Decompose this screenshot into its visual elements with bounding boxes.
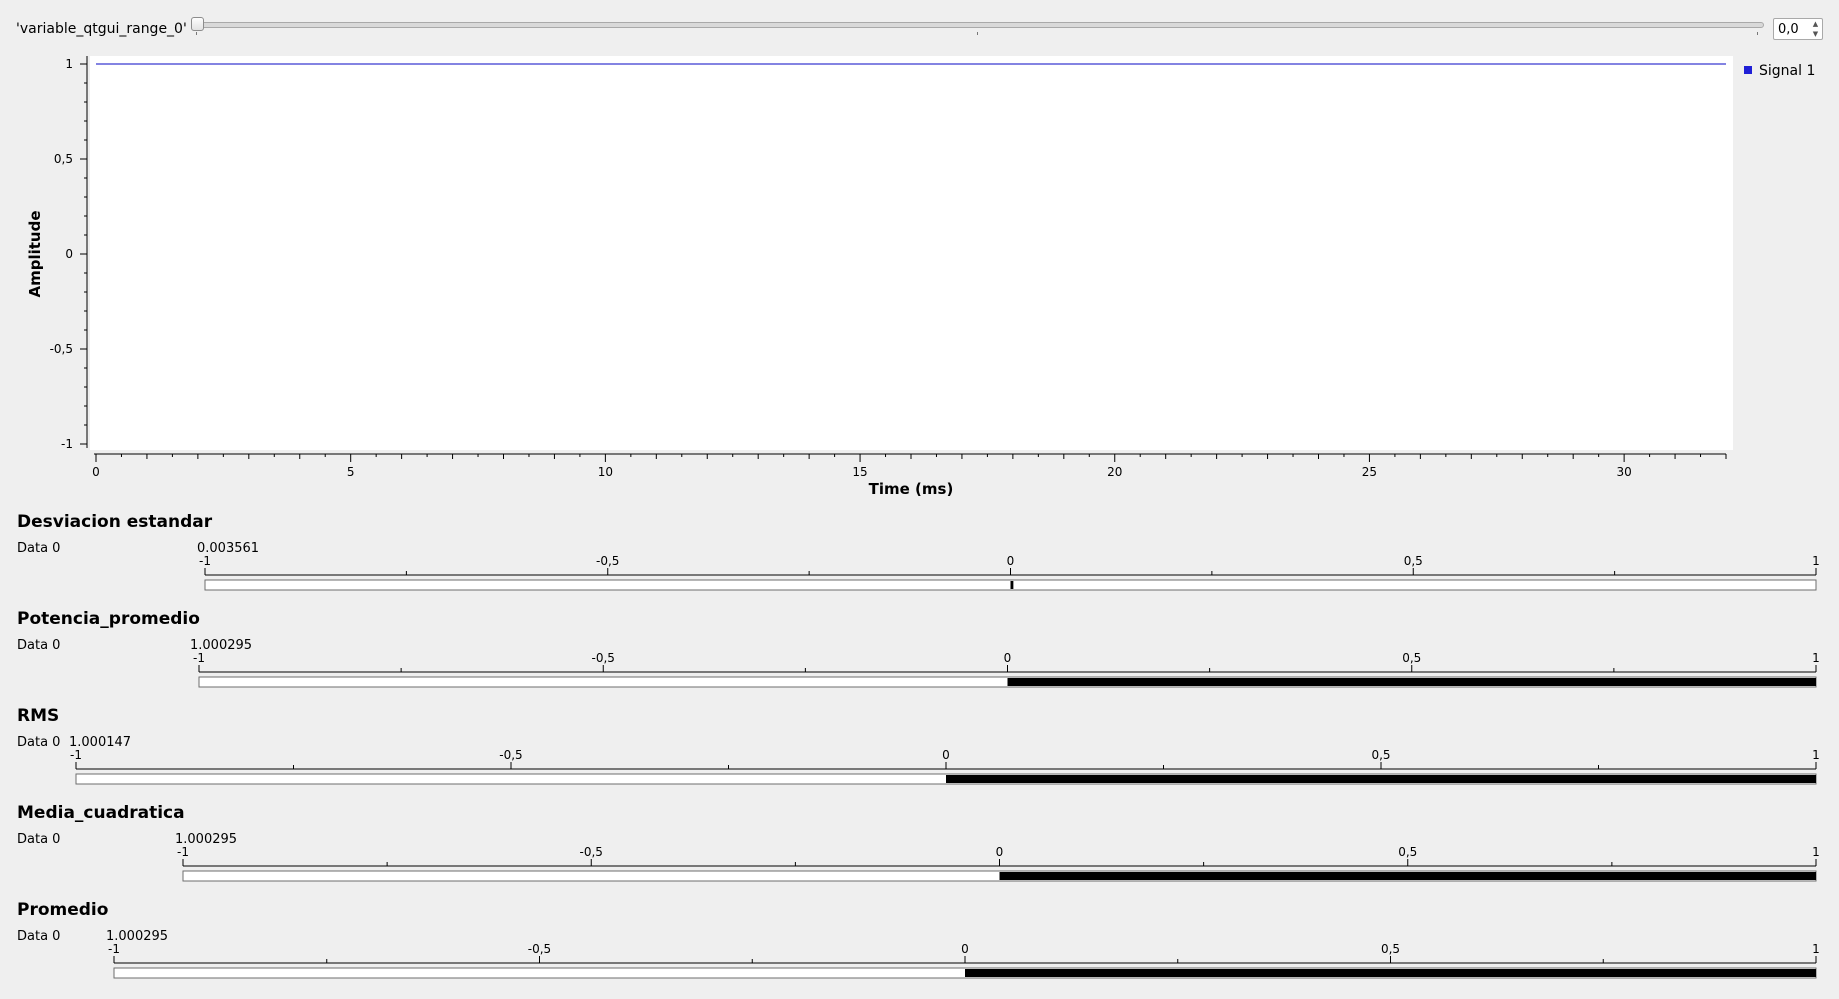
y-tick-label: 0,5 [54,152,73,166]
y-axis: 1 0,5 0 -0,5 -1 [50,56,88,451]
meter-value-readout: 1.000295 [190,638,253,653]
meter-bar-fill [1010,581,1014,589]
spin-down-icon[interactable]: ▼ [1812,30,1819,38]
meter-tick-label: 1 [1812,845,1820,859]
meter-bar-widget: -1 -0,5 0 0,5 1 [177,845,1820,882]
x-tick-label: 10 [598,465,613,479]
legend-label-signal-1: Signal 1 [1759,63,1815,79]
meter-tick-label: -0,5 [499,748,522,762]
meter-title: RMS [17,706,60,726]
meter-bar-widget: -1 -0,5 0 0,5 1 [193,651,1820,688]
y-tick-label: -1 [61,437,73,451]
legend-swatch-signal-1 [1744,66,1752,74]
meter-tick-label: 0,5 [1398,845,1417,859]
meter-bar-fill [946,775,1816,783]
meter-bar-fill [965,969,1816,977]
meter-tick-label: 0 [1004,651,1012,665]
x-tick-label: 0 [92,465,100,479]
meter-tick-label: 1 [1812,748,1820,762]
x-tick-label: 15 [852,465,867,479]
plot-canvas[interactable] [90,56,1733,450]
meter-tick-label: -0,5 [528,942,551,956]
meter-tick-label: 0,5 [1371,748,1390,762]
time-plot: Amplitude 1 0,5 0 -0,5 -1 0 5 10 15 20 25 30 Time … [26,56,1815,498]
range-slider-track[interactable] [196,22,1764,28]
meter-tick-label: -1 [199,554,211,568]
meter-value-readout: 1.000295 [106,929,169,944]
y-tick-label: 0 [65,247,73,261]
meter-tick-label: -0,5 [596,554,619,568]
meter-tick-label: 0,5 [1402,651,1421,665]
meter-tick-label: 1 [1812,554,1820,568]
y-axis-label: Amplitude [26,210,44,297]
meter-channel-label: Data 0 [17,541,61,556]
meter-tick-label: -1 [193,651,205,665]
meter-tick-label: -0,5 [592,651,615,665]
meter-tick-label: -0,5 [580,845,603,859]
meter-title: Potencia_promedio [17,609,200,629]
slider-value-spinbox[interactable]: 0,0 ▲ ▼ [1773,18,1823,40]
meter-title: Desviacion estandar [17,512,213,532]
meter-tick-label: -1 [70,748,82,762]
meter-bar-fill [1007,678,1816,686]
x-tick-label: 30 [1616,465,1631,479]
meter-value-readout: 1.000295 [175,832,238,847]
x-axis-label: Time (ms) [869,480,954,498]
legend[interactable]: Signal 1 [1744,63,1815,79]
meter-tick-label: -1 [177,845,189,859]
meter-channel-label: Data 0 [17,735,61,750]
slider-tick-end [1757,32,1758,35]
slider-label: 'variable_qtgui_range_0' [16,21,187,37]
meter-tick-label: 0 [1007,554,1015,568]
range-slider-handle[interactable] [191,17,204,31]
meter-bar-fill [999,872,1816,880]
meter-bar-widget: -1 -0,5 0 0,5 1 [70,748,1820,785]
meter-tick-label: 0,5 [1404,554,1423,568]
meter-tick-label: 0,5 [1381,942,1400,956]
meter-channel-label: Data 0 [17,638,61,653]
meter-value-readout: 0.003561 [197,541,260,556]
meter-tick-label: 1 [1812,651,1820,665]
meter-tick-label: 0 [996,845,1004,859]
spinbox-value[interactable]: 0,0 [1778,22,1799,37]
slider-tick-mid [977,32,978,35]
spin-up-icon[interactable]: ▲ [1812,20,1819,28]
meter-bar-widget: -1 -0,5 0 0,5 1 [108,942,1820,979]
slider-tick-start [196,32,197,35]
meter-channel-label: Data 0 [17,929,61,944]
x-axis: 0 5 10 15 20 25 30 [92,453,1727,479]
meter-value-readout: 1.000147 [69,735,132,750]
meter-title: Promedio [17,900,109,920]
meter-tick-label: 1 [1812,942,1820,956]
y-tick-label: 1 [65,57,73,71]
meter-tick-label: 0 [942,748,950,762]
x-tick-label: 25 [1362,465,1377,479]
x-tick-label: 20 [1107,465,1122,479]
meter-tick-label: 0 [961,942,969,956]
meter-title: Media_cuadratica [17,803,185,823]
meter-tick-label: -1 [108,942,120,956]
meter-channel-label: Data 0 [17,832,61,847]
x-tick-label: 5 [347,465,355,479]
meter-bar-widget: -1 -0,5 0 0,5 1 [199,554,1820,591]
y-tick-label: -0,5 [50,342,73,356]
